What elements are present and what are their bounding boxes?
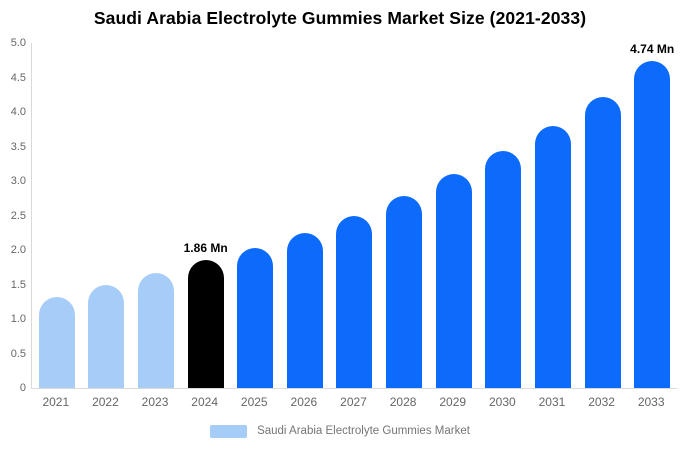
y-tick-4.0: 4.0 xyxy=(10,106,26,118)
y-tick-4.5: 4.5 xyxy=(10,71,26,84)
data-label-2024: 1.86 Mn xyxy=(183,240,228,255)
y-tick-3.0: 3.0 xyxy=(10,175,26,187)
x-axis: 2021 2022 2023 2024 2025 2026 2027 2028 2029 2030… xyxy=(31,389,676,409)
x-label-2029: 2029 xyxy=(439,395,467,409)
x-label-2033: 2033 xyxy=(637,395,665,409)
x-label-2031: 2031 xyxy=(538,395,566,409)
bar-2033 xyxy=(634,60,671,388)
bar-band-2032 xyxy=(578,43,628,388)
bar-2031 xyxy=(534,125,571,388)
y-tick-5.0: 5.0 xyxy=(10,37,26,49)
bar-band-2026 xyxy=(280,43,330,388)
legend-swatch xyxy=(210,424,248,438)
plot-area: 1.86 Mn 4.74 Mn xyxy=(31,41,677,389)
y-tick-0.5: 0.5 xyxy=(10,347,26,360)
bar-band-2029 xyxy=(429,43,479,388)
y-tick-1.5: 1.5 xyxy=(10,278,26,291)
x-label-2022: 2022 xyxy=(92,395,119,409)
x-label-2024: 2024 xyxy=(191,395,218,409)
x-label-2030: 2030 xyxy=(488,395,516,409)
y-tick-2.5: 2.5 xyxy=(10,209,26,222)
bar-2026 xyxy=(286,232,323,388)
bar-2024 xyxy=(187,259,224,388)
bar-band-2024: 1.86 Mn xyxy=(181,43,231,388)
bar-2023 xyxy=(138,273,175,388)
y-axis: 0 0.5 1.0 1.5 2.0 2.5 3.0 3.5 4.0 4.5 5.0 xyxy=(0,37,27,394)
bar-2027 xyxy=(336,215,373,388)
bar-2029 xyxy=(435,174,472,388)
bar-band-2031 xyxy=(528,43,578,388)
bar-band-2027 xyxy=(330,43,380,388)
bar-2032 xyxy=(584,96,621,388)
bar-band-2030 xyxy=(479,43,529,388)
bar-band-2022 xyxy=(82,43,132,388)
x-label-2032: 2032 xyxy=(588,395,615,409)
legend: Saudi Arabia Electrolyte Gummies Market xyxy=(0,423,680,439)
y-tick-3.5: 3.5 xyxy=(10,140,26,153)
y-tick-1.0: 1.0 xyxy=(10,313,26,325)
x-label-2025: 2025 xyxy=(240,395,268,409)
y-tick-0: 0 xyxy=(19,382,26,394)
bar-band-2033: 4.74 Mn xyxy=(627,41,677,388)
bar-2025 xyxy=(237,247,274,388)
bar-band-2023 xyxy=(131,43,181,388)
data-label-2033: 4.74 Mn xyxy=(630,41,675,56)
bar-2030 xyxy=(485,151,522,388)
bar-2028 xyxy=(386,196,423,388)
bar-band-2021 xyxy=(32,43,82,388)
x-label-2026: 2026 xyxy=(290,395,318,409)
bar-band-2025 xyxy=(230,43,280,388)
x-label-2027: 2027 xyxy=(340,395,367,409)
bar-band-2028 xyxy=(379,43,429,388)
chart-title: Saudi Arabia Electrolyte Gummies Market … xyxy=(93,8,587,28)
legend-label: Saudi Arabia Electrolyte Gummies Market xyxy=(257,425,470,437)
bar-2022 xyxy=(88,285,125,388)
x-label-2028: 2028 xyxy=(389,395,417,409)
x-label-2023: 2023 xyxy=(141,395,169,409)
bar-2021 xyxy=(38,296,75,388)
y-tick-2.0: 2.0 xyxy=(10,244,26,256)
x-label-2021: 2021 xyxy=(42,395,70,409)
